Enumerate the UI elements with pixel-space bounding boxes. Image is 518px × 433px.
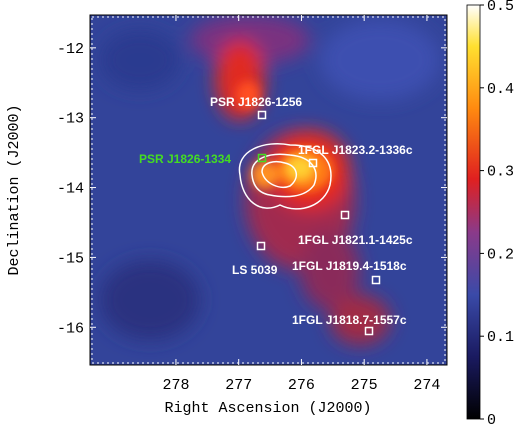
source-label: 1FGL J1818.7-1557c [292, 313, 407, 327]
source-label: 1FGL J1821.1-1425c [298, 233, 413, 247]
source-marker [371, 275, 381, 285]
source-marker [364, 326, 374, 336]
colorbar-tick-label: 0.2 [487, 246, 514, 263]
source-marker [256, 241, 266, 251]
x-axis-label: Right Ascension (J2000) [164, 400, 371, 417]
source-label: PSR J1826-1256 [210, 95, 302, 109]
colorbar [466, 4, 481, 420]
x-tick-label: 276 [288, 377, 315, 394]
x-tick-label: 277 [225, 377, 252, 394]
y-tick-label: -12 [57, 41, 84, 58]
colorbar-tick-label: 0.1 [487, 329, 514, 346]
colorbar-tick-label: 0 [487, 412, 496, 429]
source-marker [308, 158, 318, 168]
source-label: 1FGL J1819.4-1518c [292, 259, 407, 273]
x-tick-label: 278 [162, 377, 189, 394]
colorbar-tick-label: 0.5 [487, 0, 514, 15]
source-label: 1FGL J1823.2-1336c [298, 143, 413, 157]
y-tick-label: -14 [57, 181, 84, 198]
x-tick-label: 275 [351, 377, 378, 394]
source-label: LS 5039 [232, 263, 278, 277]
plot-border-ticks [91, 16, 446, 364]
source-marker [257, 110, 267, 120]
y-tick-label: -13 [57, 111, 84, 128]
source-marker [340, 210, 350, 220]
y-axis-label: Declination (J2000) [6, 104, 23, 275]
colorbar-tick-label: 0.4 [487, 81, 514, 98]
source-marker [257, 153, 267, 163]
plot-frame [89, 14, 448, 366]
y-tick-label: -15 [57, 250, 84, 267]
colorbar-tick-label: 0.3 [487, 164, 514, 181]
x-tick-label: 274 [413, 377, 440, 394]
y-tick-label: -16 [57, 320, 84, 337]
sky-map [90, 15, 447, 365]
source-label: PSR J1826-1334 [139, 152, 231, 166]
